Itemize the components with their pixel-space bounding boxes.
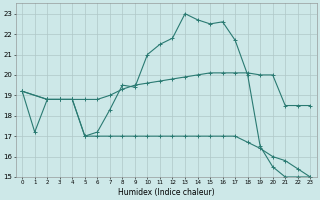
X-axis label: Humidex (Indice chaleur): Humidex (Indice chaleur) [118, 188, 214, 197]
